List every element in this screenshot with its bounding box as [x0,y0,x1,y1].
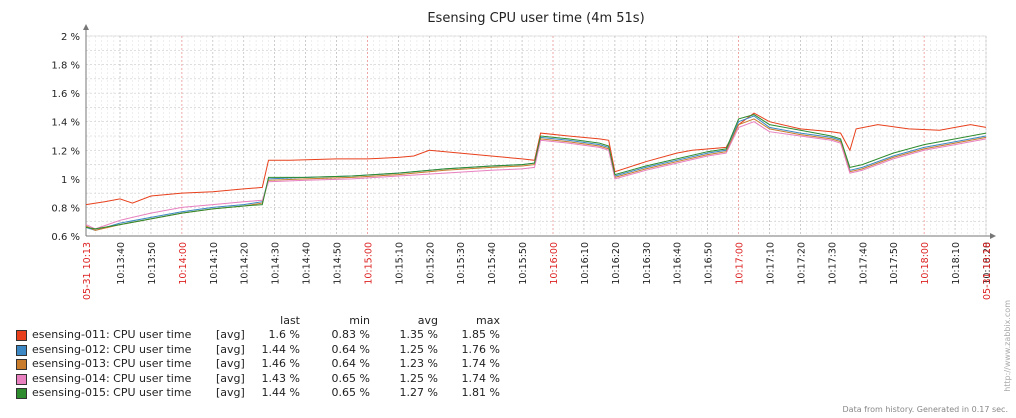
y-tick-label: 1 % [61,175,80,186]
legend-swatch [16,388,27,399]
series-line-1 [85,112,987,206]
series-line-5 [85,114,987,230]
x-tick-label: 10:17:40 [858,242,869,285]
x-tick-label: 10:16:50 [704,242,715,285]
legend-swatch [16,359,27,370]
legend-series-name: esensing-012: CPU user time [32,342,192,356]
legend-min: 0.65 % [331,386,370,399]
x-tick-label: 10:16:10 [580,242,591,285]
legend-last: 1.44 % [261,342,300,356]
x-tick-label: 10:14:10 [209,242,220,285]
x-tick-label: 10:15:40 [487,242,498,285]
legend-min: 0.64 % [331,342,370,356]
x-tick-label: 10:15:20 [425,242,436,285]
x-tick-label: 10:17:30 [827,242,838,285]
x-tick-label: 10:16:40 [673,242,684,285]
legend-header-avg: avg [417,314,438,327]
legend-func: [avg] [216,386,245,399]
x-tick-label: 10:13:40 [116,242,127,285]
x-tick-label: 10:17:00 [735,242,746,285]
x-tick-label: 10:15:10 [394,242,405,285]
x-tick-label: 10:17:50 [889,242,900,285]
x-tick-label: 10:15:30 [456,242,467,285]
legend-last: 1.6 % [268,328,300,341]
legend-max: 1.85 % [461,328,500,341]
legend-func: [avg] [216,328,245,341]
x-tick-label: 10:18:00 [920,242,931,285]
legend-series-name: esensing-011: CPU user time [32,328,192,341]
x-tick-label: 10:14:20 [240,242,251,285]
legend-max: 1.74 % [461,357,500,370]
x-tick-label: 10:17:10 [766,242,777,285]
legend-series-name: esensing-014: CPU user time [32,371,192,385]
series-line-4 [85,121,987,230]
y-tick-label: 1.8 % [51,61,80,72]
y-tick-label: 1.4 % [51,118,80,129]
x-tick-label: 10:13:50 [147,242,158,285]
legend-header-min: min [349,314,370,327]
legend-last: 1.46 % [261,357,300,370]
legend-avg: 1.25 % [399,371,438,385]
generation-footer: Data from history. Generated in 0.17 sec… [842,405,1008,414]
legend-swatch [16,344,27,356]
legend-func: [avg] [216,371,245,385]
legend-avg: 1.23 % [399,357,438,370]
x-tick-label: 10:18:20 [982,242,993,285]
x-tick-label: 10:15:00 [363,242,374,285]
legend-avg: 1.25 % [399,342,438,356]
x-range-label: 05-31 10:18 [982,242,993,300]
y-axis-arrow [83,24,89,30]
legend-func: [avg] [216,342,245,356]
legend-swatch [16,330,27,341]
x-tick-label: 10:14:50 [333,242,344,285]
chart-title: Esensing CPU user time (4m 51s) [427,11,644,26]
y-tick-label: 2 % [61,32,80,43]
zabbix-watermark: http://www.zabbix.com [1003,300,1012,392]
x-tick-label: 10:18:10 [951,242,962,285]
x-tick-label: 10:16:30 [642,242,653,285]
legend-func: [avg] [216,357,245,370]
y-tick-label: 1.2 % [51,146,80,157]
x-tick-label: 10:15:50 [518,242,529,285]
legend-min: 0.64 % [331,357,370,370]
legend-min: 0.65 % [331,371,370,385]
x-range-label: 05-31 10:13 [82,242,93,300]
y-tick-label: 0.8 % [51,203,80,214]
x-tick-label: 10:14:00 [178,242,189,285]
y-tick-label: 1.6 % [51,89,80,100]
x-tick-label: 10:14:30 [271,242,282,285]
legend-avg: 1.35 % [399,328,438,341]
y-tick-label: 0.6 % [51,232,80,243]
legend-max: 1.74 % [461,371,500,385]
x-axis-arrow [990,233,996,239]
legend-last: 1.44 % [261,386,300,399]
legend-header-last: last [280,314,300,327]
x-tick-label: 10:16:20 [611,242,622,285]
legend-max: 1.81 % [461,386,500,399]
legend-min: 0.83 % [331,328,370,341]
x-tick-label: 10:16:00 [549,242,560,285]
x-tick-label: 10:14:40 [302,242,313,285]
legend-header-max: max [476,314,500,327]
legend-last: 1.43 % [261,371,300,385]
legend-max: 1.76 % [461,342,500,356]
legend-avg: 1.27 % [399,386,438,399]
legend-series-name: esensing-013: CPU user time [32,357,192,370]
x-tick-label: 10:17:20 [796,242,807,285]
legend-swatch [16,373,27,385]
legend-series-name: esensing-015: CPU user time [32,386,192,399]
